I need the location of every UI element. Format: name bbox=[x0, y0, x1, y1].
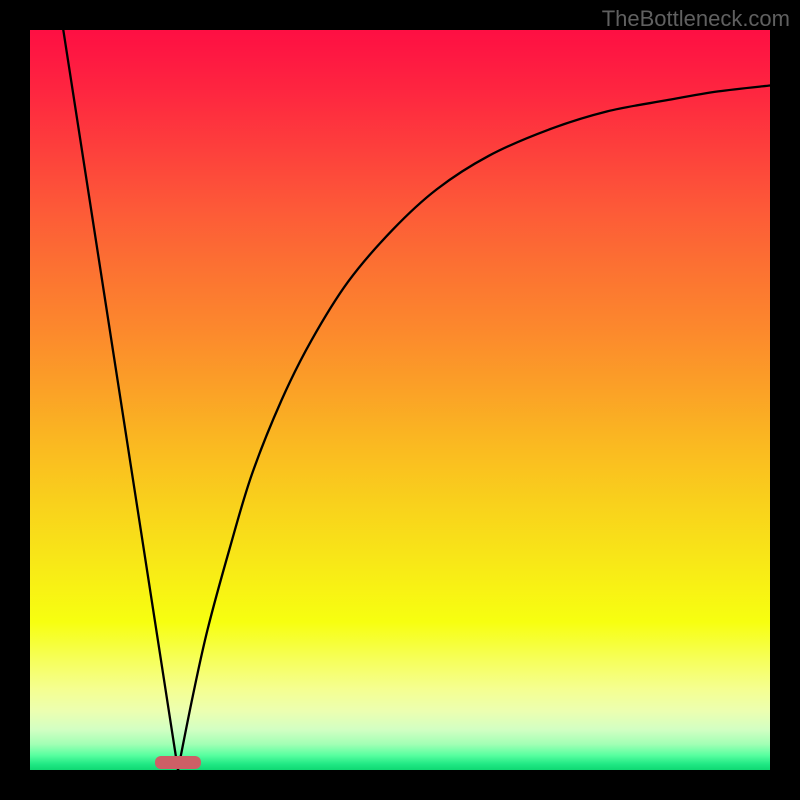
watermark-text: TheBottleneck.com bbox=[602, 6, 790, 32]
chart-container: TheBottleneck.com bbox=[0, 0, 800, 800]
optimum-marker bbox=[155, 756, 201, 769]
plot-area bbox=[30, 30, 770, 770]
bottleneck-curve bbox=[30, 30, 770, 770]
